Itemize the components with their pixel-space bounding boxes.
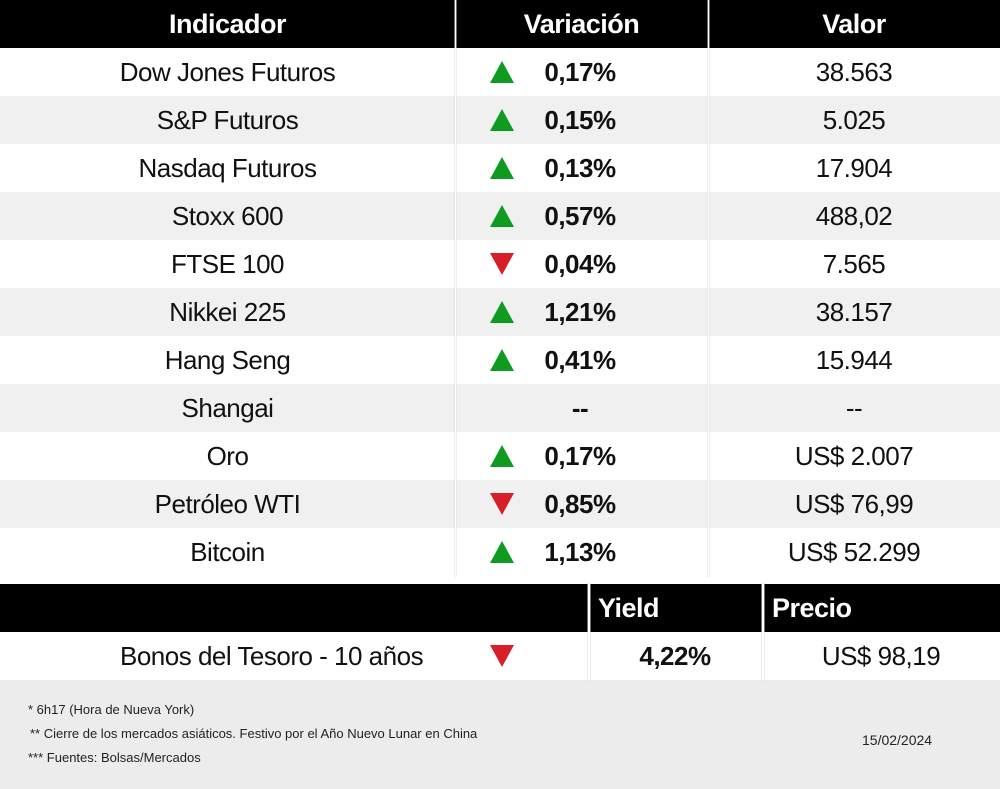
yield: 4,22%	[639, 640, 711, 671]
divider	[708, 0, 709, 576]
change: 0,13%	[544, 152, 616, 183]
bonds-header-bar	[0, 584, 1000, 632]
value: 7.565	[822, 248, 886, 279]
trend-arrow	[490, 301, 514, 323]
indicator-name: Petróleo WTI	[154, 488, 301, 519]
header-bar	[0, 0, 1000, 48]
change: 0,85%	[544, 488, 616, 519]
trend-arrow	[490, 157, 514, 179]
value: 38.157	[815, 296, 893, 327]
trend-arrow	[490, 205, 514, 227]
trend-arrow	[490, 445, 514, 467]
trend-arrow	[490, 645, 514, 667]
trend-arrow	[490, 109, 514, 131]
column-header: Precio	[772, 592, 852, 623]
indicator-name: Hang Seng	[164, 344, 291, 375]
trend-arrow	[490, 61, 514, 83]
change: --	[571, 392, 589, 423]
indicator-name: Bitcoin	[190, 536, 265, 567]
trend-arrow	[490, 349, 514, 371]
column-header: Yield	[598, 592, 660, 623]
footer: * 6h17 (Hora de Nueva York) ** Cierre de…	[0, 680, 1000, 789]
bond-name: Bonos del Tesoro - 10 años	[120, 640, 424, 671]
indicator-name: Stoxx 600	[171, 200, 284, 231]
divider	[588, 584, 590, 680]
trend-arrow	[490, 493, 514, 515]
value: 15.944	[815, 344, 893, 375]
change: 0,57%	[544, 200, 616, 231]
indicator-name: Nikkei 225	[169, 296, 286, 327]
change: 0,17%	[544, 440, 616, 471]
change: 0,41%	[544, 344, 616, 375]
change: 0,15%	[544, 104, 616, 135]
row-bg	[0, 384, 1000, 432]
indicator-name: Oro	[206, 440, 249, 471]
indicator-name: Shangai	[181, 392, 274, 423]
column-header: Variación	[523, 8, 640, 39]
indicator-name: Nasdaq Futuros	[138, 152, 317, 183]
indicator-name: FTSE 100	[170, 248, 285, 279]
value: US$ 2.007	[794, 440, 914, 471]
divider	[455, 0, 456, 576]
indicator-name: S&P Futuros	[156, 104, 299, 135]
value: US$ 76,99	[794, 488, 914, 519]
change: 1,21%	[544, 296, 616, 327]
change: 0,04%	[544, 248, 616, 279]
note: ** Cierre de los mercados asiáticos. Fes…	[30, 726, 478, 741]
change: 1,13%	[544, 536, 616, 567]
trend-arrow	[490, 253, 514, 275]
value: US$ 52.299	[787, 536, 921, 567]
note: *** Fuentes: Bolsas/Mercados	[28, 750, 201, 765]
value: 5.025	[822, 104, 886, 135]
divider	[762, 584, 764, 680]
column-header: Valor	[822, 8, 886, 39]
value: 488,02	[815, 200, 893, 231]
value: 38.563	[815, 56, 893, 87]
change: 0,17%	[544, 56, 616, 87]
trend-arrow	[490, 541, 514, 563]
indicator-name: Dow Jones Futuros	[119, 56, 336, 87]
note: * 6h17 (Hora de Nueva York)	[28, 702, 195, 717]
date: 15/02/2024	[862, 732, 933, 748]
value: --	[845, 392, 863, 423]
value: 17.904	[815, 152, 893, 183]
price: US$ 98,19	[821, 640, 941, 671]
column-header: Indicador	[168, 8, 287, 39]
